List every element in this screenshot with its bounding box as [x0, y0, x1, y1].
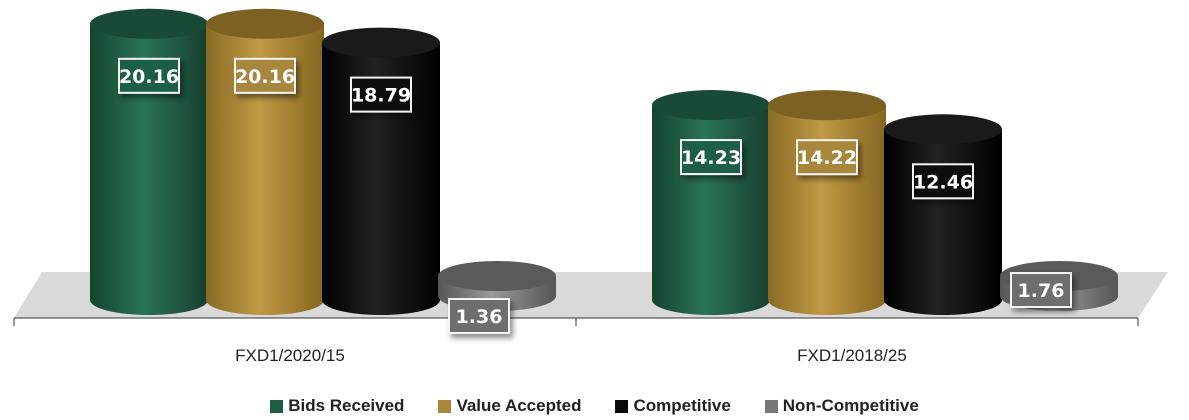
data-label: 18.79	[350, 76, 412, 113]
bar-value-accepted-1	[768, 90, 886, 315]
data-label: 1.76	[1010, 272, 1072, 308]
bar-body	[652, 105, 770, 315]
legend-label: Competitive	[633, 396, 731, 415]
bar-body	[884, 129, 1002, 315]
bar-top	[90, 8, 208, 39]
data-label: 14.22	[796, 139, 858, 176]
legend-swatch	[764, 399, 778, 413]
svg-text:12.46: 12.46	[913, 171, 973, 193]
bar-top	[322, 27, 440, 58]
svg-text:1.76: 1.76	[1018, 280, 1065, 302]
svg-text:14.22: 14.22	[797, 147, 857, 169]
legend: Bids Received Value Accepted Competitive…	[0, 396, 1189, 416]
legend-swatch	[615, 399, 629, 413]
data-label: 20.16	[118, 57, 180, 94]
bar-value-accepted-0	[206, 8, 324, 315]
svg-text:14.23: 14.23	[681, 147, 741, 169]
legend-label: Bids Received	[288, 396, 405, 415]
bar-bids-received-0	[90, 8, 208, 315]
data-label: 1.36	[448, 298, 510, 334]
legend-item: Bids Received	[270, 396, 404, 416]
data-label: 14.23	[680, 139, 742, 176]
svg-text:18.79: 18.79	[351, 85, 411, 107]
bar-competitive-0	[322, 27, 440, 316]
bar-competitive-1	[884, 114, 1002, 315]
bar-top	[206, 8, 324, 39]
legend-item: Competitive	[615, 396, 731, 416]
legend-item: Value Accepted	[438, 396, 581, 416]
x-tick-label: FXD1/2018/25	[797, 346, 907, 365]
x-tick-label: FXD1/2020/15	[235, 346, 345, 365]
legend-label: Non-Competitive	[782, 396, 919, 415]
bar-top	[438, 261, 556, 291]
legend-swatch	[438, 399, 452, 413]
bar-top	[884, 114, 1002, 145]
bar-top	[768, 90, 886, 121]
data-label: 12.46	[912, 163, 974, 200]
svg-text:1.36: 1.36	[456, 306, 503, 328]
bar-body	[206, 23, 324, 315]
bar-body	[768, 105, 886, 315]
svg-text:20.16: 20.16	[119, 66, 179, 88]
legend-item: Non-Competitive	[764, 396, 919, 416]
bar-body	[90, 23, 208, 315]
data-label: 20.16	[234, 57, 296, 94]
legend-swatch	[270, 399, 284, 413]
bar-top	[652, 90, 770, 121]
svg-text:20.16: 20.16	[235, 66, 295, 88]
legend-label: Value Accepted	[456, 396, 582, 415]
bar-bids-received-1	[652, 90, 770, 315]
